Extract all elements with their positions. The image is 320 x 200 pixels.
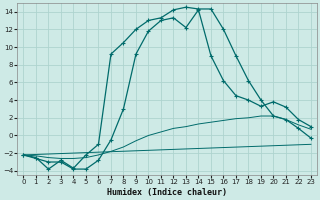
X-axis label: Humidex (Indice chaleur): Humidex (Indice chaleur) [107,188,227,197]
